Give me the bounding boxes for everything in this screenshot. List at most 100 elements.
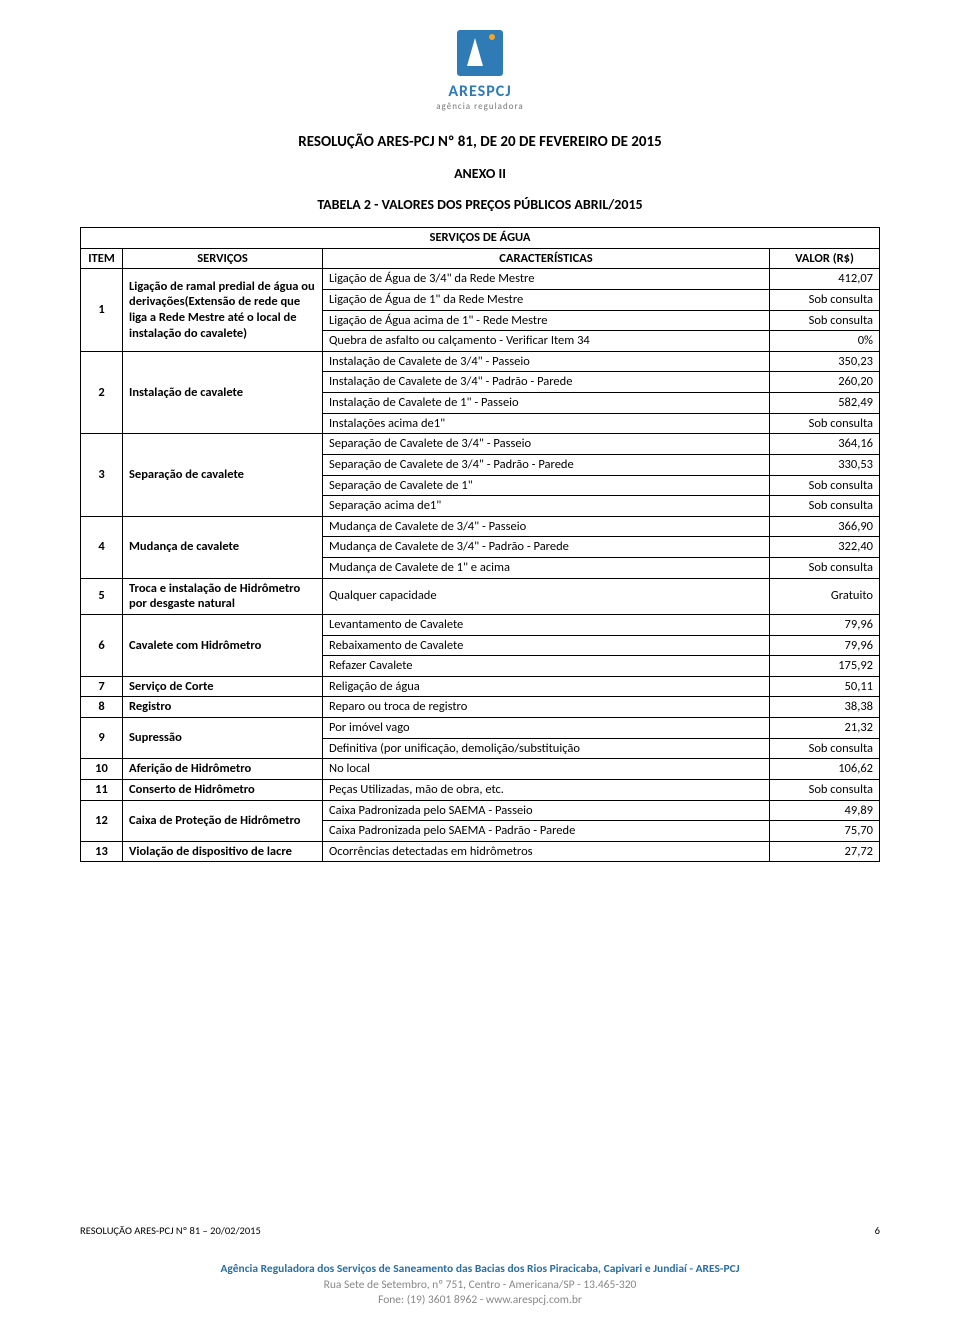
table-row: 1Ligação de ramal predial de água ou der… <box>81 269 880 290</box>
cell-valor: 366,90 <box>770 516 880 537</box>
cell-caracteristicas: Mudança de Cavalete de 3/4" - Passeio <box>323 516 770 537</box>
table-row: 7Serviço de CorteReligação de água50,11 <box>81 676 880 697</box>
page-title: RESOLUÇÃO ARES-PCJ Nº 81, DE 20 DE FEVER… <box>80 133 880 151</box>
cell-servicos: Serviço de Corte <box>123 676 323 697</box>
col-header-servicos: SERVIÇOS <box>123 248 323 269</box>
cell-caracteristicas: Instalação de Cavalete de 3/4" - Padrão … <box>323 372 770 393</box>
cell-valor: 27,72 <box>770 841 880 862</box>
cell-servicos: Troca e instalação de Hidrômetro por des… <box>123 578 323 614</box>
cell-item: 2 <box>81 351 123 434</box>
agency-footer: Agência Reguladora dos Serviços de Sanea… <box>0 1262 960 1309</box>
cell-servicos: Instalação de cavalete <box>123 351 323 434</box>
cell-valor: 21,32 <box>770 718 880 739</box>
table-row: 11Conserto de HidrômetroPeças Utilizadas… <box>81 779 880 800</box>
cell-servicos: Registro <box>123 697 323 718</box>
cell-caracteristicas: Caixa Padronizada pelo SAEMA - Padrão - … <box>323 821 770 842</box>
anexo-title: ANEXO II <box>80 165 880 182</box>
col-header-valor: VALOR (R$) <box>770 248 880 269</box>
cell-caracteristicas: Ocorrências detectadas em hidrômetros <box>323 841 770 862</box>
cell-valor: Gratuito <box>770 578 880 614</box>
cell-servicos: Aferição de Hidrômetro <box>123 759 323 780</box>
table-row: 9SupressãoPor imóvel vago21,32 <box>81 718 880 739</box>
table-row: 8RegistroReparo ou troca de registro38,3… <box>81 697 880 718</box>
cell-item: 10 <box>81 759 123 780</box>
table-row: 4Mudança de cavaleteMudança de Cavalete … <box>81 516 880 537</box>
cell-item: 13 <box>81 841 123 862</box>
cell-caracteristicas: Separação de Cavalete de 3/4" - Passeio <box>323 434 770 455</box>
cell-valor: 38,38 <box>770 697 880 718</box>
cell-valor: 50,11 <box>770 676 880 697</box>
table-row: 10Aferição de HidrômetroNo local106,62 <box>81 759 880 780</box>
cell-item: 3 <box>81 434 123 517</box>
cell-item: 12 <box>81 800 123 841</box>
footer-page-number: 6 <box>875 1224 880 1237</box>
cell-valor: Sob consulta <box>770 413 880 434</box>
cell-valor: 412,07 <box>770 269 880 290</box>
cell-servicos: Cavalete com Hidrômetro <box>123 614 323 676</box>
table-row: 3Separação de cavaleteSeparação de Caval… <box>81 434 880 455</box>
cell-caracteristicas: Caixa Padronizada pelo SAEMA - Passeio <box>323 800 770 821</box>
cell-valor: 0% <box>770 331 880 352</box>
cell-caracteristicas: Peças Utilizadas, mão de obra, etc. <box>323 779 770 800</box>
cell-caracteristicas: Levantamento de Cavalete <box>323 614 770 635</box>
section-header-cell: SERVIÇOS DE ÁGUA <box>81 228 880 249</box>
agency-footer-line1: Agência Reguladora dos Serviços de Sanea… <box>0 1262 960 1278</box>
cell-caracteristicas: Quebra de asfalto ou calçamento - Verifi… <box>323 331 770 352</box>
cell-valor: 175,92 <box>770 656 880 677</box>
table-section-header: SERVIÇOS DE ÁGUA <box>81 228 880 249</box>
cell-caracteristicas: Mudança de Cavalete de 1" e acima <box>323 558 770 579</box>
cell-valor: 79,96 <box>770 614 880 635</box>
cell-caracteristicas: Separação de Cavalete de 3/4" - Padrão -… <box>323 454 770 475</box>
cell-caracteristicas: Separação de Cavalete de 1" <box>323 475 770 496</box>
cell-servicos: Ligação de ramal predial de água ou deri… <box>123 269 323 352</box>
cell-valor: Sob consulta <box>770 779 880 800</box>
cell-caracteristicas: Ligação de Água de 3/4" da Rede Mestre <box>323 269 770 290</box>
cell-servicos: Mudança de cavalete <box>123 516 323 578</box>
logo: ARESPCJ agência reguladora <box>80 30 880 113</box>
cell-item: 11 <box>81 779 123 800</box>
cell-item: 5 <box>81 578 123 614</box>
cell-valor: 364,16 <box>770 434 880 455</box>
cell-caracteristicas: Por imóvel vago <box>323 718 770 739</box>
cell-caracteristicas: Qualquer capacidade <box>323 578 770 614</box>
cell-caracteristicas: Rebaixamento de Cavalete <box>323 635 770 656</box>
cell-valor: 79,96 <box>770 635 880 656</box>
logo-sub: agência reguladora <box>436 101 523 112</box>
table-header-row: ITEM SERVIÇOS CARACTERÍSTICAS VALOR (R$) <box>81 248 880 269</box>
cell-item: 6 <box>81 614 123 676</box>
cell-item: 8 <box>81 697 123 718</box>
cell-valor: 49,89 <box>770 800 880 821</box>
cell-caracteristicas: No local <box>323 759 770 780</box>
logo-name: ARESPCJ <box>436 82 523 101</box>
cell-caracteristicas: Ligação de Água de 1" da Rede Mestre <box>323 289 770 310</box>
cell-valor: 350,23 <box>770 351 880 372</box>
cell-caracteristicas: Reparo ou troca de registro <box>323 697 770 718</box>
table-row: 13Violação de dispositivo de lacreOcorrê… <box>81 841 880 862</box>
cell-valor: Sob consulta <box>770 289 880 310</box>
cell-valor: Sob consulta <box>770 738 880 759</box>
cell-caracteristicas: Refazer Cavalete <box>323 656 770 677</box>
cell-caracteristicas: Instalações acima de1" <box>323 413 770 434</box>
cell-caracteristicas: Definitiva (por unificação, demolição/su… <box>323 738 770 759</box>
cell-item: 1 <box>81 269 123 352</box>
table-row: 2Instalação de cavaleteInstalação de Cav… <box>81 351 880 372</box>
cell-item: 4 <box>81 516 123 578</box>
cell-valor: Sob consulta <box>770 558 880 579</box>
cell-valor: 75,70 <box>770 821 880 842</box>
cell-caracteristicas: Mudança de Cavalete de 3/4" - Padrão - P… <box>323 537 770 558</box>
cell-caracteristicas: Ligação de Água acima de 1" - Rede Mestr… <box>323 310 770 331</box>
cell-caracteristicas: Instalação de Cavalete de 3/4" - Passeio <box>323 351 770 372</box>
cell-valor: 260,20 <box>770 372 880 393</box>
col-header-carac: CARACTERÍSTICAS <box>323 248 770 269</box>
cell-caracteristicas: Religação de água <box>323 676 770 697</box>
services-table: SERVIÇOS DE ÁGUA ITEM SERVIÇOS CARACTERÍ… <box>80 227 880 862</box>
logo-icon <box>457 30 503 76</box>
table-row: 6Cavalete com HidrômetroLevantamento de … <box>81 614 880 635</box>
agency-footer-line2: Rua Sete de Setembro, nº 751, Centro - A… <box>0 1278 960 1294</box>
cell-servicos: Separação de cavalete <box>123 434 323 517</box>
cell-caracteristicas: Instalação de Cavalete de 1" - Passeio <box>323 393 770 414</box>
cell-item: 7 <box>81 676 123 697</box>
cell-valor: Sob consulta <box>770 310 880 331</box>
tabela-title: TABELA 2 - VALORES DOS PREÇOS PÚBLICOS A… <box>80 196 880 213</box>
table-row: 5Troca e instalação de Hidrômetro por de… <box>81 578 880 614</box>
